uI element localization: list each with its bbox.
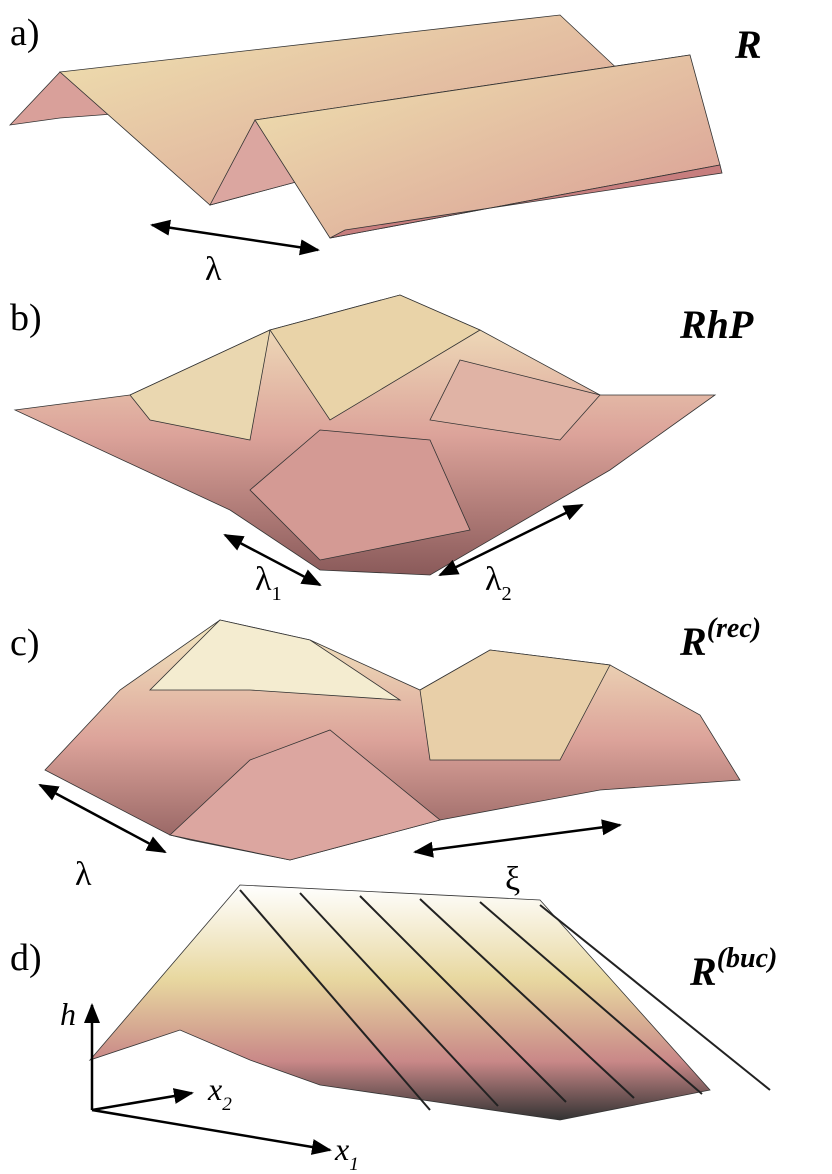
text-base: x: [207, 1071, 222, 1107]
surface-name: R(rec): [679, 613, 761, 664]
panel-label: a): [10, 12, 40, 54]
subscript: 2: [222, 1094, 232, 1115]
text-base: RhP: [679, 302, 754, 347]
text-base: λ: [485, 561, 502, 598]
panel-label: d): [10, 937, 42, 979]
wavelength-label: λ: [205, 251, 222, 288]
panel-label: b): [10, 297, 42, 339]
text-base: x: [334, 1131, 349, 1167]
surface-name: R: [734, 22, 762, 67]
superscript: (rec): [707, 613, 761, 644]
text-base: R: [679, 619, 707, 664]
wavelength-label: λ: [75, 856, 92, 893]
axis-label: x1: [334, 1131, 359, 1174]
wavelength-label: λ2: [485, 561, 512, 605]
axis-label: h: [60, 996, 76, 1032]
text-base: λ: [255, 561, 272, 598]
text-base: h: [60, 996, 76, 1032]
text-base: λ: [205, 251, 222, 288]
superscript: (buc): [717, 943, 778, 974]
text-base: ξ: [505, 861, 520, 898]
surface-name: R(buc): [689, 943, 777, 994]
text-base: R: [689, 949, 717, 994]
surface-name: RhP: [679, 302, 754, 347]
wavelength-label: λ1: [255, 561, 282, 605]
surfaces: [10, 15, 740, 1120]
subscript: 1: [272, 583, 282, 605]
wavelength-label: ξ: [505, 861, 520, 898]
panel-label: c): [10, 622, 40, 664]
figure: a)Rλb)RhPλ1λ2c)R(rec)λξd)R(buc)hx2x1: [0, 0, 832, 1174]
text-base: λ: [75, 856, 92, 893]
text-base: R: [734, 22, 762, 67]
axis-label: x2: [207, 1071, 232, 1115]
subscript: 1: [349, 1154, 359, 1174]
subscript: 2: [502, 583, 512, 605]
